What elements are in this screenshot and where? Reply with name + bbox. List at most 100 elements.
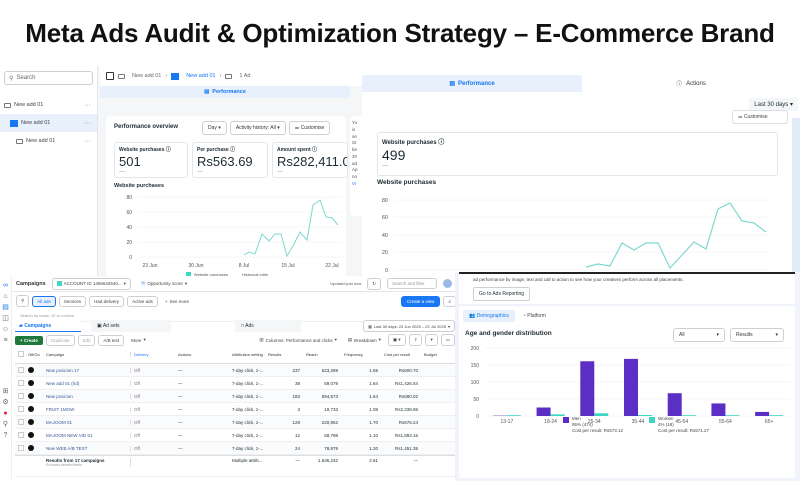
campaign-toggle[interactable] — [28, 405, 34, 412]
customise-button[interactable]: ⚌ Customise — [732, 110, 788, 124]
table-row[interactable]: New add 01 (hd) Off — 7-day click, 1-...… — [15, 377, 455, 390]
campaign-toggle[interactable] — [28, 444, 34, 451]
svg-text:60: 60 — [382, 215, 388, 221]
table-row[interactable]: New posicion 17 Off — 7-day click, 1-...… — [15, 364, 455, 377]
campaign-name-link[interactable]: MAJOOM NEW VID 01 — [43, 432, 131, 438]
breakdown-button[interactable]: ▤ Breakdown ▾ — [343, 335, 385, 345]
menu-icon[interactable]: ≡ — [3, 337, 8, 344]
more-button[interactable]: More ▾ — [127, 335, 150, 345]
breadcrumb-adset[interactable]: New add 01 — [186, 73, 216, 79]
filter-had-delivery[interactable]: Had delivery — [89, 295, 125, 307]
home-icon[interactable]: ⌂ — [3, 293, 8, 300]
campaign-name-link[interactable]: New WEB A/B TEST — [43, 445, 131, 451]
campaign-toggle[interactable] — [28, 366, 34, 373]
create-button[interactable]: + Create — [15, 335, 43, 345]
settings-button[interactable]: ▾ — [425, 334, 438, 346]
search-button[interactable]: ⚲ — [16, 295, 30, 307]
tab-demographics[interactable]: 👥 Demographics — [463, 310, 515, 322]
account-selector[interactable]: ACCOUNT ID 1456642540... ▾ — [51, 277, 131, 290]
campaign-toggle[interactable] — [28, 392, 34, 399]
tab-performance[interactable]: ▤ Performance — [362, 75, 582, 92]
row-checkbox[interactable] — [18, 392, 24, 399]
breadcrumb-campaign[interactable]: New add 01 — [132, 73, 162, 79]
campaign-name-link[interactable]: New add 01 (hd) — [43, 380, 131, 386]
table-row[interactable]: New WEB A/B TEST Off — 7-day click, 1-..… — [15, 442, 455, 455]
tab-actions[interactable]: ⓘ Actions — [676, 80, 706, 89]
row-checkbox[interactable] — [18, 431, 24, 438]
settings-icon[interactable]: ⚙ — [2, 399, 9, 406]
svg-text:18-24: 18-24 — [544, 419, 557, 425]
create-view-button[interactable]: Create a view — [400, 295, 441, 307]
go-to-ads-reporting-button[interactable]: Go to Ads Reporting — [473, 287, 531, 301]
table-row[interactable]: MAJOOM 01 Off — 7-day click, 1-... 128 2… — [15, 416, 455, 429]
tree-item-campaign[interactable]: New add 01 ··· — [0, 96, 97, 114]
campaign-toggle[interactable] — [28, 418, 34, 425]
filter-services[interactable]: Services — [58, 295, 87, 307]
tab-performance[interactable]: ▤ Performance — [100, 86, 350, 98]
performance-last30-screenshot: ▤ Performance ⓘ Actions Last 30 days ▾ ⚌ C… — [362, 66, 800, 276]
day-dropdown[interactable]: Day ▾ — [202, 121, 227, 135]
scrollbar[interactable] — [792, 118, 800, 276]
row-checkbox[interactable] — [18, 379, 24, 386]
date-range-dropdown[interactable]: Last 30 days ▾ — [749, 98, 798, 111]
edit-button[interactable]: Edit — [77, 334, 96, 346]
campaign-toggle[interactable] — [28, 431, 34, 438]
columns-button[interactable]: ▥ Columns: Performance and clicks ▾ — [255, 335, 341, 345]
notifications-icon[interactable]: ● — [3, 410, 8, 417]
chart-legend: Men 95% (474) Cost per result: Rs573.12 Wo… — [563, 416, 709, 434]
opportunity-score[interactable]: ⓜ Opportunity score ▾ — [136, 278, 192, 289]
table-row[interactable]: MAJOOM NEW VID 01 Off — 7-day click, 1-.… — [15, 429, 455, 442]
svg-text:30 Jun: 30 Jun — [188, 263, 203, 269]
duplicate-button[interactable]: Duplicate — [45, 334, 75, 346]
campaign-toggle[interactable] — [28, 379, 34, 386]
date-range-dropdown[interactable]: ▦ Last 30 days: 23 Jun 2025 – 22 Jul 202… — [363, 320, 455, 332]
tree-item-ad[interactable]: New add 01 ··· — [0, 132, 97, 150]
more-options-icon[interactable]: ··· — [84, 119, 91, 127]
table-row[interactable]: FRUIT 1MOW Off — 7-day click, 1-... 3 19… — [15, 403, 455, 416]
breadcrumb-ad[interactable]: 1 Ad — [239, 73, 251, 79]
svg-text:35-44: 35-44 — [632, 419, 645, 425]
more-options-icon[interactable]: ··· — [84, 137, 91, 145]
search-filter-dropdown[interactable]: Search and filter — [387, 278, 437, 289]
help-icon[interactable]: ? — [3, 432, 8, 439]
customise-button[interactable]: ⚌ Customise — [288, 121, 331, 135]
events-icon[interactable]: ⊞ — [2, 388, 9, 395]
audience-icon[interactable]: ☺ — [1, 326, 10, 333]
sidebar: ⚲ Search New add 01 ··· New add 01 ··· N… — [0, 66, 98, 278]
filter-active-ads[interactable]: Active ads — [127, 295, 158, 307]
export-button[interactable]: ⇪ — [408, 334, 423, 346]
more-options-icon[interactable]: ··· — [84, 101, 91, 109]
tab-campaigns[interactable]: ▰ Campaigns — [15, 320, 81, 332]
gender-filter-dropdown[interactable]: All ▾ — [673, 328, 725, 342]
svg-text:45-54: 45-54 — [675, 419, 688, 425]
table-row[interactable]: New posicion Off — 7-day click, 1-... 18… — [15, 390, 455, 403]
campaign-name-link[interactable]: MAJOOM 01 — [43, 419, 131, 425]
activity-history-dropdown[interactable]: Activity history: All ▾ — [229, 121, 286, 135]
campaign-name-link[interactable]: FRUIT 1MOW — [43, 406, 131, 412]
pages-icon[interactable]: ◫ — [2, 315, 9, 322]
search-input[interactable]: ⚲ Search — [4, 71, 93, 85]
filter-all-ads[interactable]: All ads — [32, 295, 56, 307]
tab-ad-sets[interactable]: ▣ Ad sets — [91, 320, 171, 332]
tab-platform[interactable]: ◔ Platform — [522, 313, 546, 319]
metric-filter-dropdown[interactable]: Results ▾ — [730, 328, 784, 342]
campaign-name-link[interactable]: New posicion — [43, 393, 131, 399]
row-checkbox[interactable] — [18, 405, 24, 412]
row-checkbox[interactable] — [18, 444, 24, 451]
campaigns-icon[interactable]: ▤ — [2, 304, 9, 311]
row-checkbox[interactable] — [18, 366, 24, 373]
expand-button[interactable]: ▭ — [440, 334, 455, 346]
action-bar: + Create Duplicate Edit A/B test More ▾ … — [15, 334, 455, 346]
filter-see-more[interactable]: + See more — [160, 296, 194, 306]
search-icon[interactable]: ⚲ — [2, 421, 9, 428]
tree-item-adset[interactable]: New add 01 ··· — [0, 114, 97, 132]
avatar[interactable] — [443, 279, 452, 288]
tab-ads[interactable]: □ Ads — [235, 320, 301, 332]
ad-icon — [225, 73, 233, 79]
refresh-button[interactable]: ↻ — [367, 277, 381, 290]
sidebar-toggle-icon[interactable] — [106, 72, 114, 80]
reports-button[interactable]: ▣ ▾ — [387, 334, 406, 346]
row-checkbox[interactable] — [18, 418, 24, 425]
ab-test-button[interactable]: A/B test — [98, 334, 125, 346]
campaign-name-link[interactable]: New posicion 17 — [43, 367, 131, 373]
